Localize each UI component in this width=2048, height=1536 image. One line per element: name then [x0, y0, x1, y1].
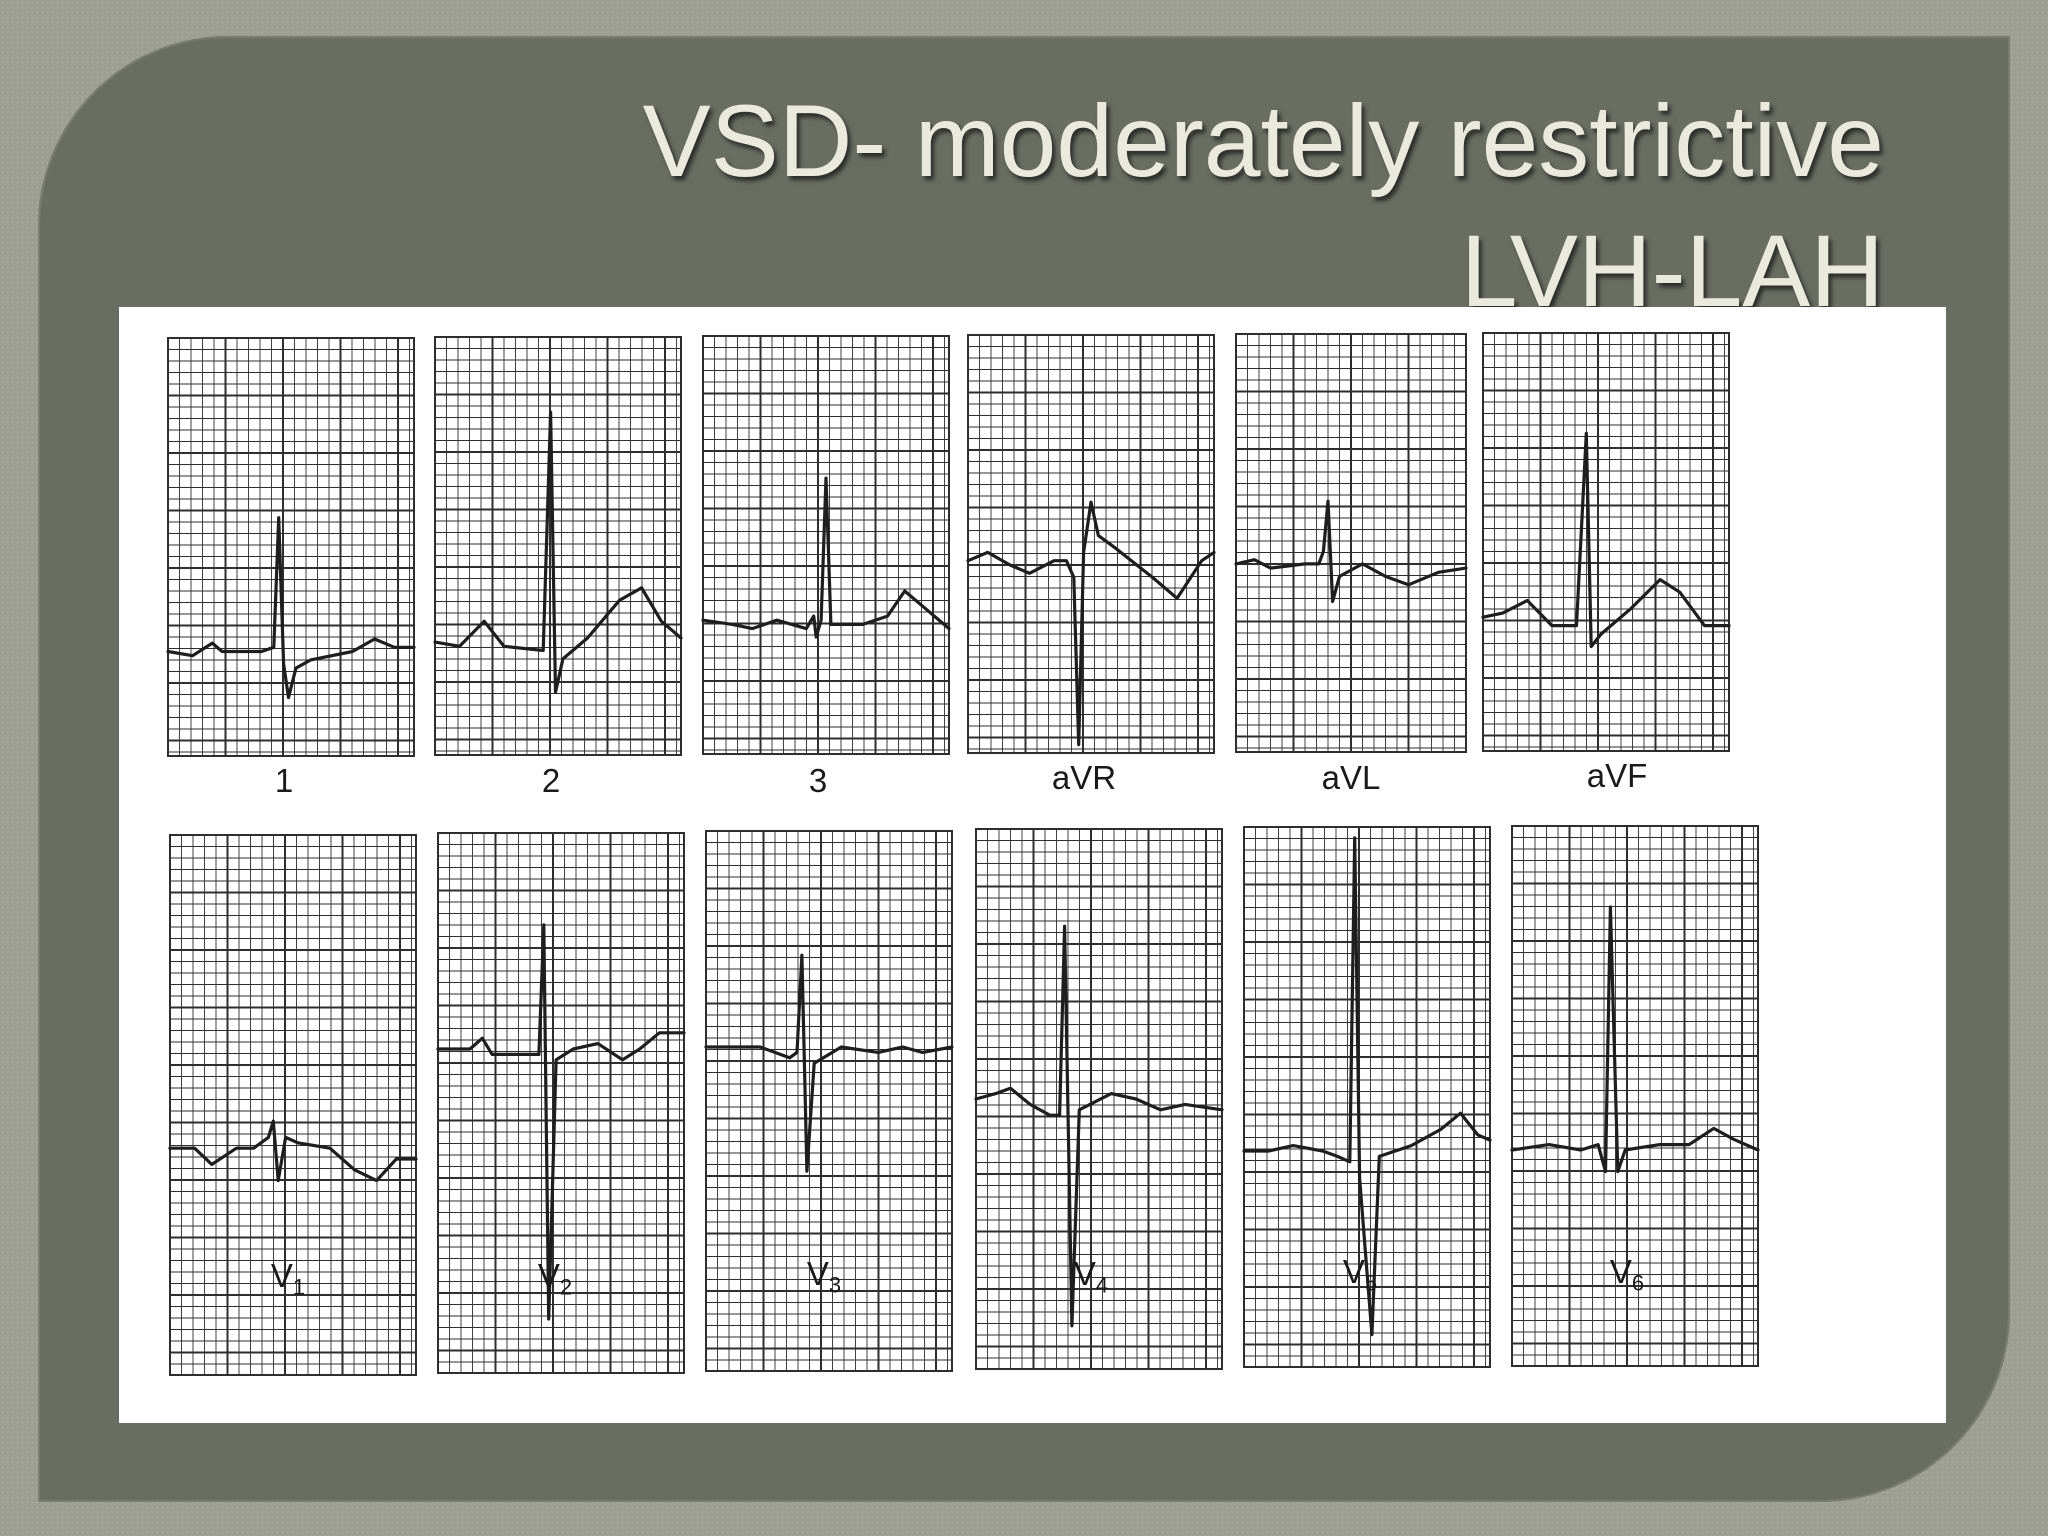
- lead-avr-grid-frame: [967, 334, 1215, 754]
- lead-2-trace: [433, 410, 683, 694]
- lead-label-3: 3: [808, 762, 828, 799]
- lead-v6-grid-frame: [1511, 825, 1759, 1367]
- lead-v6-strip: [1510, 825, 1760, 1367]
- lead-3-trace: [701, 476, 951, 639]
- lead-v3-trace: [704, 953, 954, 1173]
- lead-avl-grid: [1236, 334, 1466, 752]
- lead-avr-strip: [966, 334, 1216, 754]
- lead-v2-strip: [436, 832, 686, 1374]
- lead-label-avl: aVL: [1321, 759, 1381, 796]
- lead-v4-trace: [974, 924, 1224, 1328]
- lead-label-v6: V6: [1609, 1253, 1645, 1296]
- lead-1-strip: [166, 337, 416, 757]
- lead-label-1: 1: [274, 762, 294, 799]
- lead-1-trace: [166, 516, 416, 700]
- lead-avf-grid: [1483, 333, 1729, 751]
- lead-v5-grid: [1244, 827, 1490, 1367]
- lead-label-avf: aVF: [1586, 757, 1648, 794]
- lead-v3-grid-frame: [705, 830, 953, 1372]
- lead-avr-trace: [966, 500, 1216, 747]
- title-line-1: VSD- moderately restrictive: [642, 84, 1884, 198]
- ecg-panel: 1 2 3 aVR aVL aVF V1 V2 V3 V4 V5 V6: [119, 307, 1946, 1423]
- lead-avf-grid-frame: [1482, 332, 1730, 752]
- lead-v3-strip: [704, 830, 954, 1372]
- lead-avl-trace: [1234, 499, 1468, 604]
- lead-v2-grid-frame: [437, 832, 685, 1374]
- lead-avr-grid: [968, 335, 1214, 753]
- lead-v1-grid-frame: [169, 834, 417, 1376]
- lead-label-v2: V2: [537, 1257, 573, 1300]
- lead-v6-trace: [1510, 905, 1760, 1174]
- lead-3-grid-frame: [702, 335, 950, 755]
- lead-v5-trace: [1242, 836, 1492, 1337]
- slide-title: VSD- moderately restrictive LVH-LAH: [384, 76, 1884, 336]
- lead-avf-trace: [1481, 431, 1731, 649]
- ecg-strips-drawing: [166, 332, 1760, 1376]
- lead-v6-grid: [1512, 826, 1758, 1366]
- lead-label-v5: V5: [1342, 1253, 1378, 1296]
- lead-label-v3: V3: [806, 1255, 842, 1298]
- lead-v1-strip: [168, 834, 418, 1376]
- lead-v4-strip: [974, 828, 1224, 1370]
- lead-v5-strip: [1242, 826, 1492, 1368]
- lead-label-v4: V4: [1073, 1255, 1109, 1298]
- lead-2-strip: [433, 336, 683, 756]
- lead-1-grid: [168, 338, 414, 756]
- lead-2-grid: [435, 337, 681, 755]
- lead-2-grid-frame: [434, 336, 682, 756]
- lead-v2-trace: [436, 923, 686, 1321]
- lead-avl-strip: [1234, 333, 1468, 753]
- lead-label-v1: V1: [270, 1257, 306, 1300]
- lead-label-2: 2: [541, 762, 561, 799]
- lead-v3-grid: [706, 831, 952, 1371]
- lead-avf-strip: [1481, 332, 1731, 752]
- lead-3-strip: [701, 335, 951, 755]
- lead-v1-trace: [168, 1119, 418, 1183]
- lead-label-avr: aVR: [1051, 759, 1117, 796]
- lead-v1-grid: [170, 835, 416, 1375]
